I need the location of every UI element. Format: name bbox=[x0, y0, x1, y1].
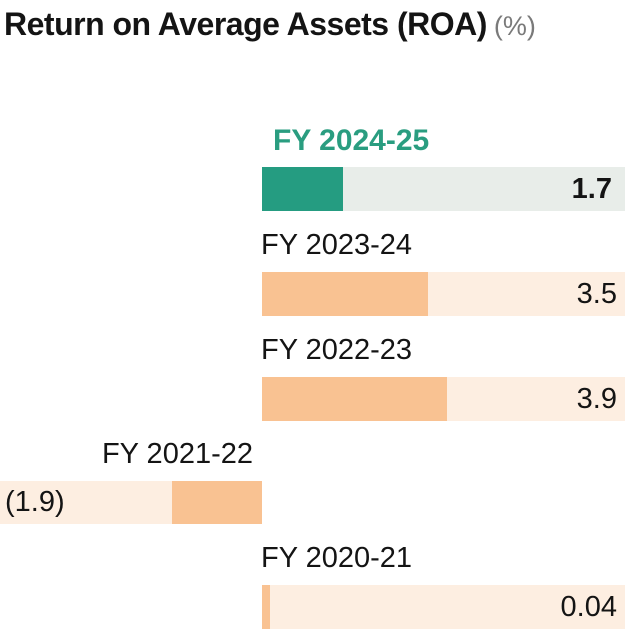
value-label: 3.5 bbox=[576, 277, 617, 310]
bar-fill bbox=[262, 377, 447, 421]
bar-track: 0.04 bbox=[262, 585, 625, 629]
bar-fill bbox=[262, 272, 428, 316]
bar-track: (1.9) bbox=[0, 481, 262, 524]
bar-fill bbox=[262, 585, 270, 629]
chart-title: Return on Average Assets (ROA) (%) bbox=[4, 6, 536, 43]
bar-track: 1.7 bbox=[262, 167, 625, 211]
chart-unit-label: (%) bbox=[493, 11, 536, 41]
category-label: FY 2020-21 bbox=[261, 542, 413, 574]
category-label: FY 2021-22 bbox=[101, 438, 253, 470]
category-label: FY 2024-25 bbox=[273, 124, 430, 157]
value-label: 3.9 bbox=[576, 382, 617, 415]
category-label: FY 2022-23 bbox=[261, 334, 413, 366]
value-label: 1.7 bbox=[571, 172, 612, 205]
bar-track: 3.5 bbox=[262, 272, 625, 316]
chart-title-text: Return on Average Assets (ROA) bbox=[4, 6, 487, 42]
value-label: 0.04 bbox=[560, 590, 617, 623]
category-label: FY 2023-24 bbox=[261, 229, 413, 261]
bar-track: 3.9 bbox=[262, 377, 625, 421]
bar-fill bbox=[262, 167, 343, 211]
value-label: (1.9) bbox=[5, 486, 65, 518]
bar-fill bbox=[172, 481, 262, 524]
